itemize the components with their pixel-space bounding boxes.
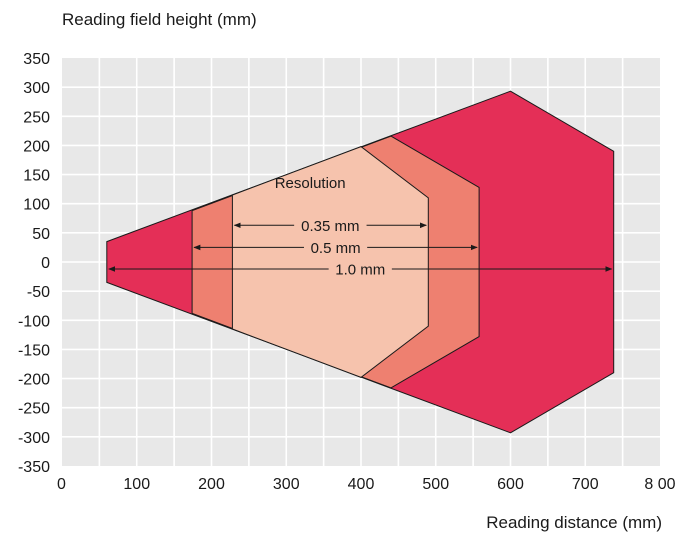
y-axis-title: Reading field height (mm)	[62, 10, 257, 29]
y-tick-label: 300	[23, 80, 50, 97]
y-tick-label: 0	[41, 255, 50, 272]
y-tick-label: 50	[32, 226, 50, 243]
x-axis-title: Reading distance (mm)	[486, 513, 662, 532]
y-tick-label: 200	[23, 138, 50, 155]
y-tick-label: -350	[18, 459, 50, 476]
x-tick-label: 500	[422, 476, 449, 493]
x-tick-label: 8 00	[644, 476, 675, 493]
y-tick-label: -150	[18, 342, 50, 359]
x-tick-label: 700	[572, 476, 599, 493]
resolution-0-5-mm-label: 0.5 mm	[311, 240, 361, 257]
x-tick-label: 0	[57, 476, 66, 493]
zone-0-35-mm	[231, 146, 429, 378]
resolution-0-35-mm-label: 0.35 mm	[301, 218, 359, 235]
x-tick-label: 600	[497, 476, 524, 493]
y-tick-label: -50	[27, 284, 50, 301]
y-tick-label: -200	[18, 372, 50, 389]
x-tick-label: 200	[198, 476, 225, 493]
y-tick-label: 250	[23, 109, 50, 126]
y-tick-label: 100	[23, 197, 50, 214]
y-tick-label: 350	[23, 51, 50, 68]
resolution-1-0-mm-label: 1.0 mm	[335, 261, 385, 278]
resolution-label: Resolution	[275, 175, 346, 192]
y-tick-label: -300	[18, 430, 50, 447]
y-tick-label: -250	[18, 401, 50, 418]
x-tick-label: 100	[123, 476, 150, 493]
y-tick-label: 150	[23, 168, 50, 185]
x-tick-label: 400	[348, 476, 375, 493]
y-tick-label: -100	[18, 313, 50, 330]
x-tick-label: 300	[273, 476, 300, 493]
